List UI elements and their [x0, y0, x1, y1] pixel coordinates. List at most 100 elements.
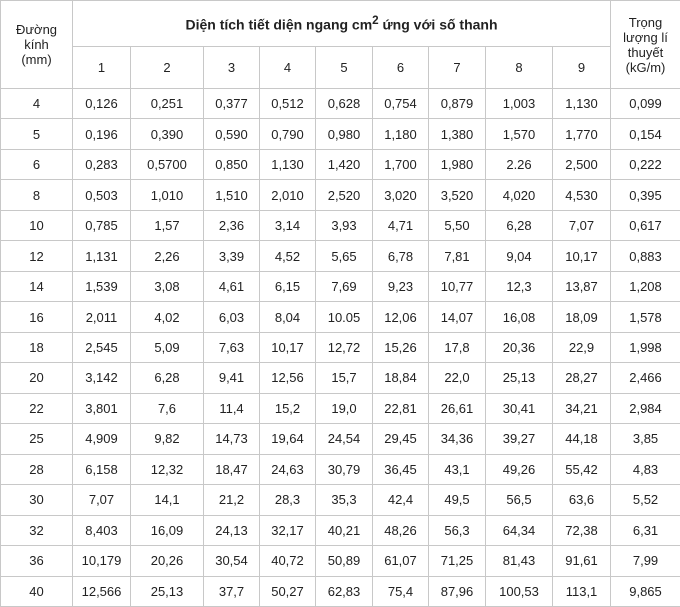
header-line: thuyết [627, 44, 664, 60]
value-cell: 10,17 [259, 331, 316, 364]
diameter-cell: 8 [0, 179, 73, 211]
value-cell: 0,196 [72, 118, 131, 150]
row: 8 0,503 1,010 1,510 2,010 2,520 3,020 3,520 4,02… [0, 179, 680, 211]
value-cell: 43,1 [428, 453, 486, 486]
value-cell: 36,45 [372, 453, 429, 486]
value-cell: 6,03 [203, 301, 260, 333]
value-cell: 3,020 [372, 179, 429, 211]
value-cell: 0,222 [610, 148, 680, 181]
bar-count: 6 [372, 46, 429, 89]
header-line: (kG/m) [625, 59, 666, 75]
value-cell: 1,010 [130, 179, 204, 211]
diameter-cell: 14 [0, 270, 73, 303]
row: 16 2,011 4,02 6,03 8,04 10.05 12,06 14,07 16,08 1… [0, 301, 680, 333]
value-cell: 9,23 [372, 270, 429, 303]
value-cell: 2,011 [72, 301, 131, 333]
value-cell: 22,0 [428, 362, 486, 394]
value-cell: 5,65 [315, 240, 373, 272]
value-cell: 10,77 [428, 270, 486, 303]
row: 30 7,07 14,1 21,2 28,3 35,3 42,4 49,5 56,5 63,6 5,… [0, 484, 680, 516]
value-cell: 30,41 [485, 392, 553, 425]
value-cell: 2,984 [610, 392, 680, 425]
value-cell: 4,02 [130, 301, 204, 333]
row: 32 8,403 16,09 24,13 32,17 40,21 48,26 56,3 64,3… [0, 514, 680, 547]
value-cell: 55,42 [551, 453, 612, 486]
value-cell: 6,31 [610, 514, 680, 547]
value-cell: 0,503 [72, 179, 131, 211]
value-cell: 24,63 [259, 453, 316, 486]
bar-count: 8 [485, 46, 553, 89]
value-cell: 5,09 [130, 331, 204, 364]
value-cell: 40,21 [315, 514, 373, 547]
value-cell: 25,13 [485, 362, 553, 394]
value-cell: 6,158 [72, 453, 131, 486]
header-line: (mm) [21, 52, 52, 67]
value-cell: 10,17 [551, 240, 612, 272]
value-cell: 1,510 [203, 179, 260, 211]
value-cell: 29,45 [372, 423, 429, 455]
value-cell: 9,82 [130, 423, 204, 455]
value-cell: 56,3 [428, 514, 486, 547]
value-cell: 35,3 [315, 484, 373, 516]
row: 12 1,131 2,26 3,39 4,52 5,65 6,78 7,81 9,04 10,17… [0, 240, 680, 272]
bar-count: 3 [203, 46, 260, 89]
value-cell: 1,180 [372, 118, 429, 150]
value-cell: 6,28 [130, 362, 204, 394]
value-cell: 12,56 [259, 362, 316, 394]
diameter-cell: 16 [0, 301, 73, 333]
value-cell: 0,512 [259, 87, 316, 120]
value-cell: 0,390 [130, 118, 204, 150]
value-cell: 61,07 [372, 545, 429, 577]
value-cell: 15,26 [372, 331, 429, 364]
value-cell: 28,27 [551, 362, 612, 394]
value-cell: 0,5700 [130, 148, 204, 181]
value-cell: 7,63 [203, 331, 260, 364]
value-cell: 49,5 [428, 484, 486, 516]
value-cell: 4,61 [203, 270, 260, 303]
value-cell: 3,93 [315, 209, 373, 242]
diameter-cell: 4 [0, 87, 73, 120]
value-cell: 71,25 [428, 545, 486, 577]
diameter-cell: 36 [0, 545, 73, 577]
value-cell: 18,84 [372, 362, 429, 394]
value-cell: 56,5 [485, 484, 553, 516]
value-cell: 113,1 [551, 575, 612, 607]
value-cell: 1,578 [610, 301, 680, 333]
value-cell: 63,6 [551, 484, 612, 516]
bar-count: 2 [130, 46, 204, 89]
value-cell: 4,530 [551, 179, 612, 211]
row: 28 6,158 12,32 18,47 24,63 30,79 36,45 43,1 49,2… [0, 453, 680, 486]
value-cell: 20,26 [130, 545, 204, 577]
value-cell: 11,4 [203, 392, 260, 425]
value-cell: 50,89 [315, 545, 373, 577]
value-cell: 0,879 [428, 87, 486, 120]
value-cell: 37,7 [203, 575, 260, 607]
value-cell: 2,26 [130, 240, 204, 272]
value-cell: 3,142 [72, 362, 131, 394]
value-cell: 4,71 [372, 209, 429, 242]
value-cell: 1,380 [428, 118, 486, 150]
value-cell: 1,998 [610, 331, 680, 364]
row: 10 0,785 1,57 2,36 3,14 3,93 4,71 5,50 6,28 7,07 0… [0, 209, 680, 242]
bar-count: 1 [72, 46, 131, 89]
value-cell: 1,130 [551, 87, 612, 120]
value-cell: 72,38 [551, 514, 612, 547]
value-cell: 14,73 [203, 423, 260, 455]
value-cell: 2.26 [485, 148, 553, 181]
value-cell: 12,32 [130, 453, 204, 486]
value-cell: 12,72 [315, 331, 373, 364]
value-cell: 3,14 [259, 209, 316, 242]
value-cell: 40,72 [259, 545, 316, 577]
header-line: kính [24, 37, 49, 52]
bar-count: 7 [428, 46, 486, 89]
value-cell: 0,590 [203, 118, 260, 150]
value-cell: 50,27 [259, 575, 316, 607]
value-cell: 4,909 [72, 423, 131, 455]
value-cell: 44,18 [551, 423, 612, 455]
value-cell: 0,790 [259, 118, 316, 150]
value-cell: 9,41 [203, 362, 260, 394]
value-cell: 2,545 [72, 331, 131, 364]
row: 4 0,126 0,251 0,377 0,512 0,628 0,754 0,879 1,00… [0, 87, 680, 120]
